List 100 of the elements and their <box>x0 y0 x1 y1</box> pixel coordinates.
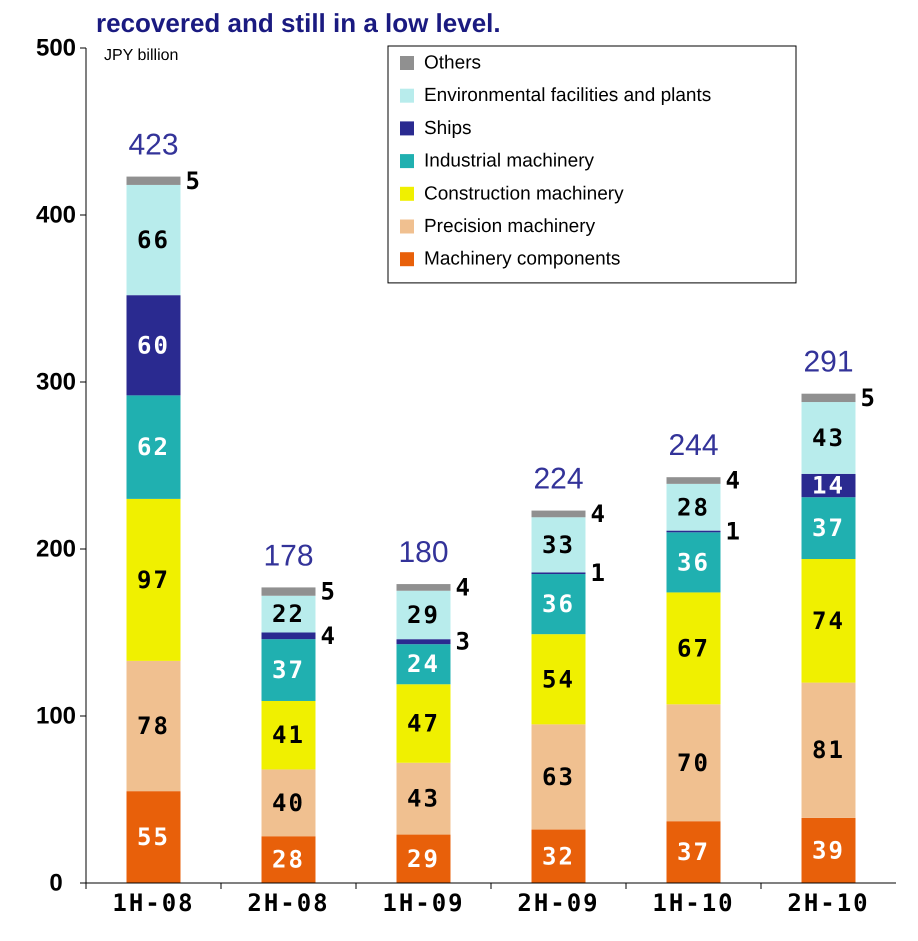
legend-label: Ships <box>424 118 472 139</box>
data-label: 74 <box>812 606 845 635</box>
bar <box>262 587 316 596</box>
data-label: 4 <box>726 466 742 495</box>
bar <box>262 639 316 701</box>
bar <box>802 402 856 474</box>
data-label: 70 <box>677 748 710 777</box>
legend-label: Environmental facilities and plants <box>424 85 712 106</box>
bar <box>802 394 856 402</box>
x-tick-label: 1H-09 <box>382 889 465 917</box>
bar <box>666 532 720 592</box>
bar <box>532 634 586 724</box>
x-tick-label: 2H-08 <box>247 889 330 917</box>
data-label: 67 <box>677 634 710 662</box>
data-label: 36 <box>542 590 575 618</box>
data-label: 54 <box>542 665 575 694</box>
legend-label: Others <box>424 52 482 74</box>
total-label: 291 <box>803 346 854 379</box>
data-label: 5 <box>320 578 337 606</box>
data-label: 36 <box>677 548 710 576</box>
bar <box>802 559 856 683</box>
y-tick-label: 300 <box>36 368 76 396</box>
data-label: 1 <box>590 559 607 588</box>
bar <box>666 592 720 704</box>
data-label: 37 <box>812 514 845 542</box>
data-label: 62 <box>137 433 170 462</box>
data-label: 4 <box>320 622 337 650</box>
data-label: 78 <box>137 712 170 740</box>
bar <box>126 184 180 296</box>
data-label: 28 <box>677 493 710 522</box>
total-label: 180 <box>398 536 449 570</box>
data-label: 60 <box>137 331 170 360</box>
data-label: 43 <box>812 424 845 452</box>
data-label: 66 <box>137 226 170 254</box>
bar <box>126 660 180 792</box>
bar <box>666 821 720 883</box>
bar <box>396 644 450 684</box>
data-label: 63 <box>542 762 575 791</box>
data-label: 47 <box>407 710 440 738</box>
chart-title: recovered and still in a low level. <box>96 8 501 38</box>
bar <box>802 682 856 818</box>
legend-label: Machinery components <box>424 248 620 270</box>
bar <box>126 295 180 396</box>
y-tick-label: 500 <box>36 34 76 62</box>
data-label: 32 <box>542 842 575 870</box>
bar <box>126 176 180 185</box>
bar <box>262 632 316 640</box>
x-tick-label: 2H-10 <box>787 889 870 917</box>
total-label: 224 <box>533 462 584 496</box>
data-label: 37 <box>677 838 710 866</box>
bar <box>126 395 180 499</box>
y-tick-label: 0 <box>49 870 63 896</box>
data-label: 5 <box>186 166 202 195</box>
data-label: 4 <box>456 573 472 602</box>
y-axis-title: JPY billion <box>104 47 178 64</box>
bar <box>396 684 450 763</box>
total-label: 423 <box>128 128 179 162</box>
bar <box>396 639 450 644</box>
data-label: 1 <box>726 517 742 546</box>
y-tick-label: 100 <box>36 702 76 730</box>
legend-label: Industrial machinery <box>424 150 595 172</box>
x-tick-label: 1H-08 <box>112 889 195 917</box>
bar <box>126 498 180 661</box>
bar <box>396 762 450 835</box>
data-label: 24 <box>407 650 440 678</box>
data-label: 5 <box>860 384 877 412</box>
data-label: 14 <box>812 472 845 500</box>
bar <box>396 584 450 591</box>
data-label: 33 <box>542 530 575 559</box>
y-tick-label: 200 <box>36 536 76 562</box>
data-label: 29 <box>407 600 440 629</box>
data-label: 39 <box>812 836 845 864</box>
total-label: 178 <box>263 539 314 572</box>
legend-label: Precision machinery <box>424 216 596 237</box>
bar <box>532 830 586 883</box>
data-label: 28 <box>272 846 305 874</box>
y-tick-label: 400 <box>36 202 76 228</box>
bar <box>666 704 720 822</box>
bar <box>262 700 316 770</box>
bar <box>532 510 586 518</box>
bar <box>532 517 586 572</box>
bar <box>126 791 180 883</box>
data-label: 4 <box>590 500 607 528</box>
x-tick-label: 2H-09 <box>517 889 600 917</box>
bar <box>666 477 720 484</box>
data-label: 37 <box>272 656 305 684</box>
bar <box>532 574 586 634</box>
data-label: 29 <box>407 844 440 873</box>
data-label: 40 <box>272 788 305 817</box>
bar <box>532 724 586 830</box>
data-label: 3 <box>456 628 472 656</box>
bar <box>802 497 856 560</box>
bar <box>802 818 856 883</box>
data-label: 22 <box>272 600 305 628</box>
data-label: 55 <box>137 823 170 852</box>
legend-label: Construction machinery <box>424 183 624 204</box>
x-tick-label: 1H-10 <box>652 889 735 917</box>
data-label: 97 <box>137 566 170 594</box>
data-label: 43 <box>407 784 440 813</box>
bar <box>262 769 316 836</box>
